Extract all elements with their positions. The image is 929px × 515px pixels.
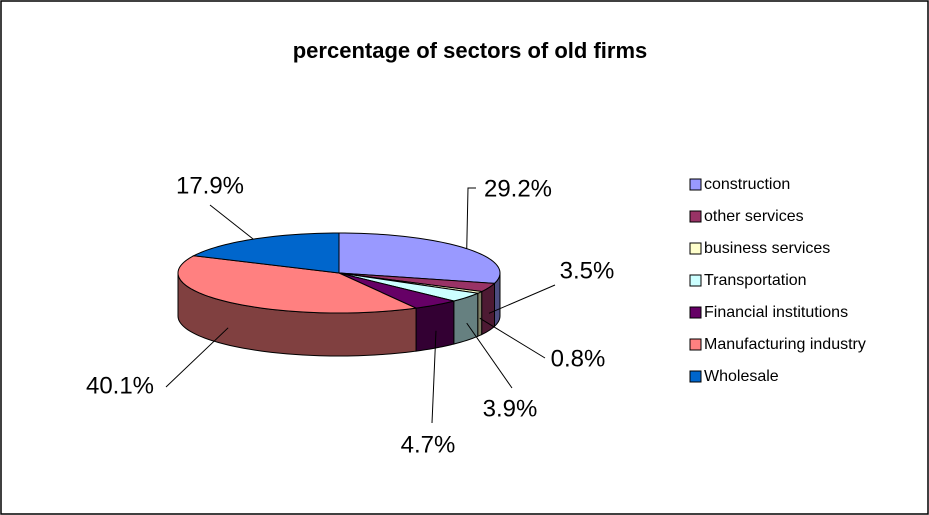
legend-label: Manufacturing industry [704, 336, 866, 353]
pie-slice [192, 232, 340, 274]
legend-swatch [689, 306, 702, 319]
pie-slice [338, 272, 454, 309]
legend-swatch [689, 274, 702, 287]
pie-side [477, 290, 483, 338]
chart-title: percentage of sectors of old firms [293, 38, 648, 63]
legend-label: business services [704, 240, 830, 257]
legend-swatch [689, 338, 702, 351]
legend-label: other services [704, 208, 804, 225]
leader-line [488, 284, 556, 314]
legend-label: Wholesale [704, 368, 779, 385]
legend-swatch [689, 242, 702, 255]
value-label: 3.9% [483, 395, 538, 422]
pie-slice [338, 232, 501, 284]
legend-label: Transportation [704, 272, 807, 289]
legend-label: construction [704, 176, 790, 193]
leader-line [165, 327, 229, 388]
value-label: 17.9% [176, 172, 244, 199]
legend-label: Financial institutions [704, 304, 848, 321]
value-label: 40.1% [86, 372, 154, 399]
leader-line [209, 204, 254, 240]
value-label: 0.8% [551, 345, 606, 372]
value-label: 29.2% [484, 175, 552, 202]
value-label: 3.5% [560, 257, 615, 284]
legend-swatch [689, 178, 702, 191]
value-label: 4.7% [401, 431, 456, 458]
leader-line [466, 187, 476, 249]
leader-line [479, 317, 546, 359]
leader-line [466, 322, 513, 389]
pie-slice [177, 255, 418, 314]
legend-swatch [689, 210, 702, 223]
pie-slice [338, 272, 480, 302]
pie-side [453, 292, 479, 345]
legend-swatch [689, 370, 702, 383]
leader-line [431, 330, 437, 424]
